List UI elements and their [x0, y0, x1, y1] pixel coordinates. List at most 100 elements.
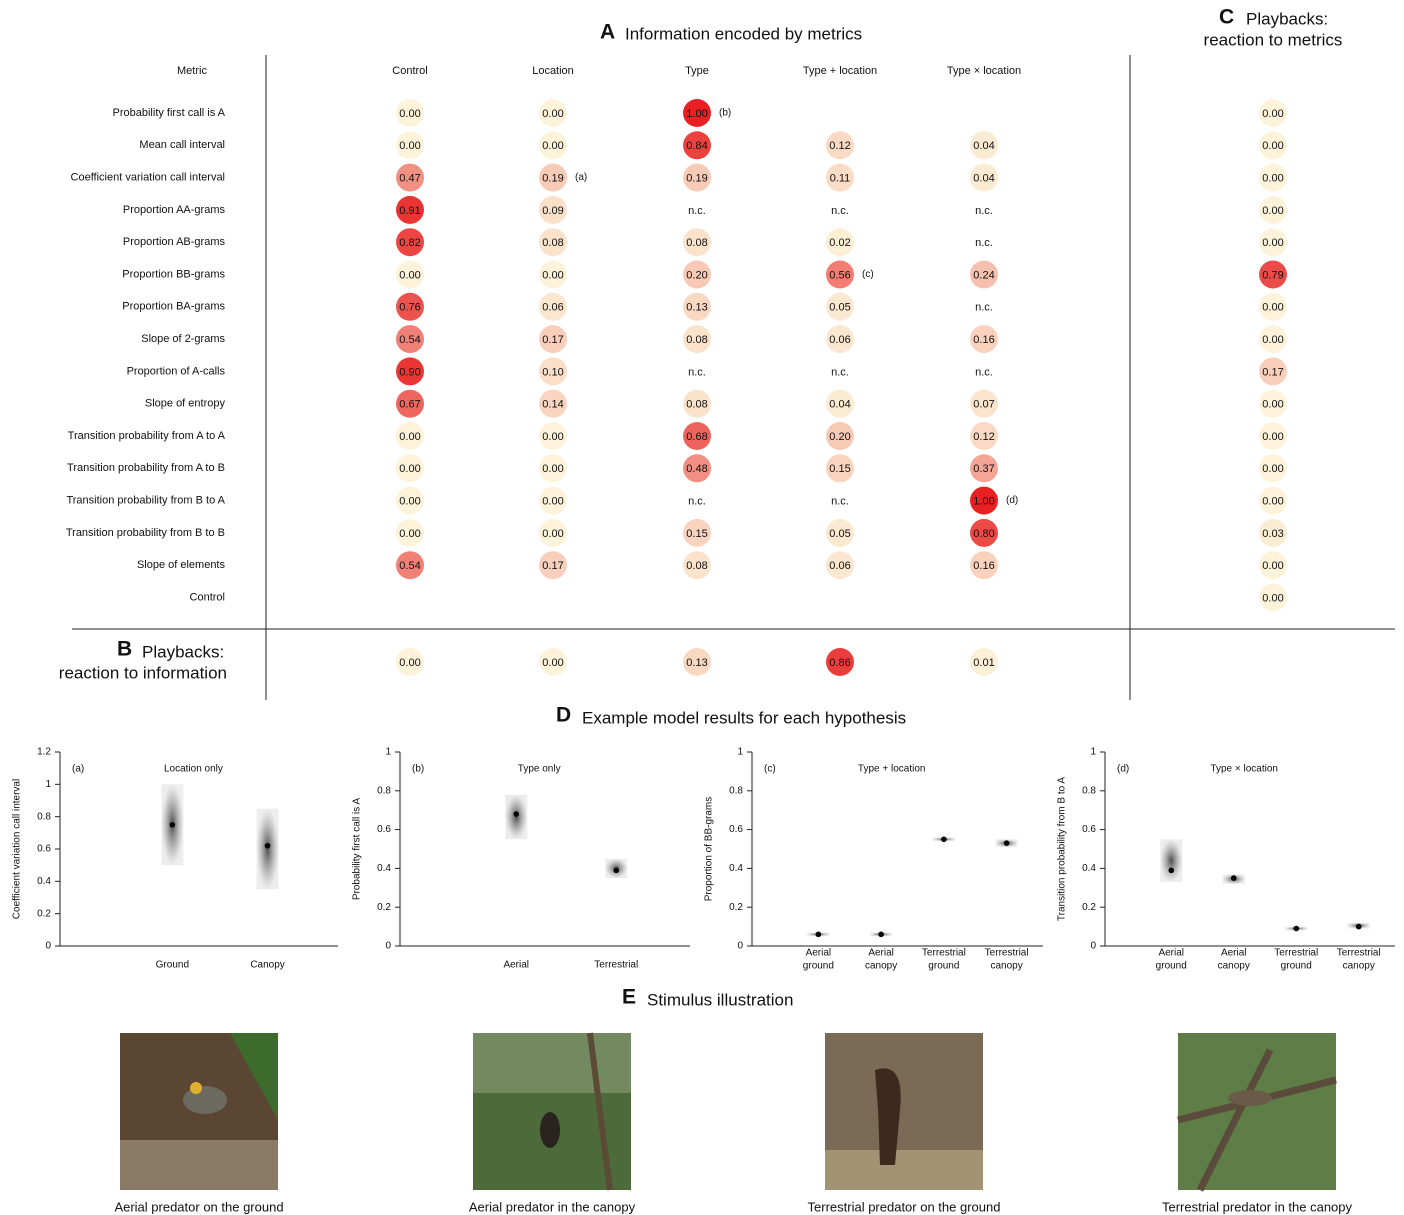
cell-value: n.c.: [688, 205, 706, 217]
bubble: [539, 454, 567, 483]
panel-title: reaction to information: [59, 663, 227, 682]
cell-value: 0.16: [973, 334, 994, 346]
posterior-mean: [169, 821, 176, 828]
bubble: [396, 163, 424, 192]
y-tick-label: 0.4: [377, 863, 391, 874]
y-tick-label: 0.6: [377, 824, 391, 835]
bubble: [683, 648, 711, 676]
y-tick-label: 0.6: [37, 844, 51, 855]
bubble: [396, 325, 424, 354]
photo: [1177, 1033, 1337, 1192]
bubble: [396, 99, 424, 127]
bubble: [683, 228, 711, 257]
cell-value: 0.00: [542, 463, 563, 475]
bubble: [539, 292, 567, 321]
bubble: [539, 163, 567, 192]
x-tick-label: Canopy: [250, 960, 284, 971]
y-tick-label: 1: [737, 747, 743, 758]
cell-value: 0.08: [542, 237, 563, 249]
cell-value: 0.54: [399, 334, 420, 346]
cell-value: 0.06: [829, 334, 850, 346]
cell-value: 0.17: [1262, 366, 1283, 378]
cell-value: 0.15: [829, 463, 850, 475]
cell-value: n.c.: [975, 237, 993, 249]
bubble: [826, 454, 854, 483]
cell-value: 0.54: [399, 560, 420, 572]
panel-title: Playbacks:: [142, 642, 224, 661]
panel-letter: D: [556, 704, 571, 727]
cell-value: 0.08: [686, 237, 707, 249]
bubble: [970, 518, 998, 547]
cell-value: 0.00: [1262, 496, 1283, 508]
cell-value: 0.00: [542, 496, 563, 508]
x-tick-label: ground: [928, 961, 959, 972]
bubble: [826, 389, 854, 418]
bubble: [539, 518, 567, 547]
metric-label: Coefficient variation call interval: [71, 172, 225, 184]
posterior-cloud: [1160, 839, 1183, 882]
metric-label: Proportion AB-grams: [123, 236, 226, 248]
posterior-mean: [815, 931, 822, 938]
cell-value: 0.17: [542, 560, 563, 572]
posterior-mean: [613, 867, 620, 874]
bubble: [683, 551, 711, 580]
cell-value: 0.19: [542, 173, 563, 185]
x-tick-label: Ground: [156, 960, 189, 971]
bubble: [396, 260, 424, 289]
bubble: [970, 551, 998, 580]
photo: [473, 1032, 631, 1191]
metric-label: Slope of entropy: [145, 398, 226, 410]
cell-value: 0.01: [973, 657, 994, 669]
bubble: [539, 486, 567, 515]
bubble: [539, 648, 567, 676]
cell-value: 0.68: [686, 431, 707, 443]
bubble: [539, 389, 567, 418]
bubble: [826, 163, 854, 192]
bubble: [970, 131, 998, 160]
cell-value: 0.00: [399, 140, 420, 152]
y-tick-label: 0.2: [729, 902, 743, 913]
cell-value: 0.00: [399, 108, 420, 120]
posterior-mean: [941, 836, 947, 843]
metric-label: Slope of elements: [137, 559, 226, 571]
panel-title: reaction to metrics: [1204, 30, 1343, 49]
cell-value: 0.17: [542, 334, 563, 346]
cell-value: 0.05: [829, 302, 850, 314]
cell-value: 0.06: [542, 302, 563, 314]
cell-value: 0.00: [399, 463, 420, 475]
cell-value: 0.76: [399, 302, 420, 314]
y-tick-label: 1.2: [37, 747, 51, 758]
metric-label: Mean call interval: [139, 139, 225, 151]
bubble: [970, 648, 998, 676]
cell-value: 0.86: [829, 657, 850, 669]
bubble: [1259, 99, 1287, 127]
x-tick-label: Aerial: [503, 960, 529, 971]
bubble: [539, 357, 567, 386]
cell-value: 0.19: [686, 173, 707, 185]
bubble: [1259, 389, 1287, 418]
cell-value: 0.00: [399, 496, 420, 508]
metric-label: Proportion AA-grams: [123, 204, 226, 216]
bubble: [539, 325, 567, 354]
cell-value: 1.00: [686, 108, 707, 120]
x-tick-label: Terrestrial: [922, 948, 966, 959]
posterior-mean: [1355, 923, 1362, 930]
cell-value: 0.00: [1262, 108, 1283, 120]
bubble: [539, 551, 567, 580]
bubble: [970, 260, 998, 289]
bubble: [683, 454, 711, 483]
bubble: [396, 454, 424, 483]
y-tick-label: 1: [1090, 747, 1096, 758]
metric-label: Control: [190, 591, 225, 603]
bubble: [683, 131, 711, 160]
note: (c): [862, 269, 874, 280]
bubble: [1259, 163, 1287, 192]
y-tick-label: 0.8: [377, 785, 391, 796]
bubble: [1259, 422, 1287, 450]
bubble: [1259, 551, 1287, 580]
cell-value: 0.00: [542, 140, 563, 152]
cell-value: 0.07: [973, 399, 994, 411]
cell-value: 0.15: [686, 528, 707, 540]
bubble: [1259, 292, 1287, 321]
